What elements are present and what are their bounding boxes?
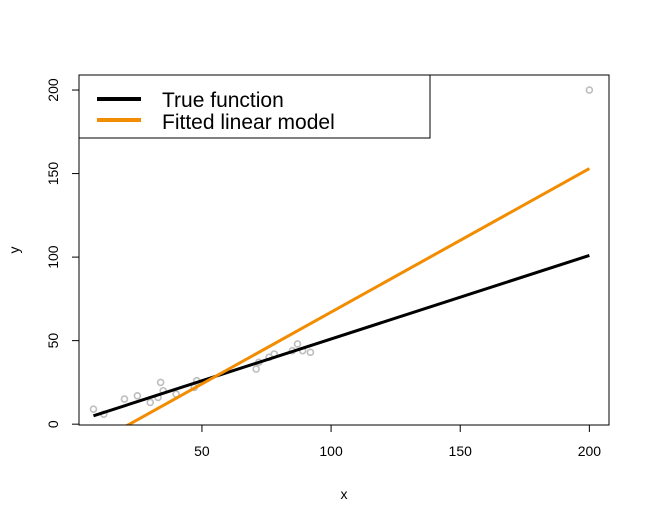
- data-point: [306, 348, 315, 357]
- fitted-model-line: [124, 167, 591, 425]
- x-tick-label: 100: [319, 443, 343, 459]
- y-tick-label: 50: [45, 333, 61, 349]
- data-point: [89, 405, 98, 413]
- legend-label-true-function: True function: [162, 89, 284, 112]
- true-function-line: [93, 254, 590, 418]
- legend: True function Fitted linear model: [78, 74, 431, 139]
- data-point: [293, 340, 302, 348]
- y-axis-label: y: [6, 247, 22, 254]
- x-tick-label: 50: [194, 443, 210, 459]
- data-point: [585, 86, 594, 94]
- x-axis-label: x: [341, 486, 348, 502]
- y-tick-label: 0: [45, 420, 61, 428]
- y-tick-label: 200: [45, 78, 61, 102]
- data-point: [156, 378, 165, 387]
- y-tick-label: 150: [45, 162, 61, 186]
- data-point: [252, 365, 260, 373]
- y-tick-label: 100: [45, 245, 61, 269]
- data-point: [146, 398, 155, 407]
- x-tick-label: 200: [578, 443, 602, 459]
- x-tick-label: 150: [449, 443, 473, 459]
- legend-box: [78, 74, 431, 139]
- x-axis: 50 100 150 200: [194, 424, 602, 459]
- y-axis: 0 50 100 150 200: [45, 78, 80, 428]
- plot-marks: [89, 86, 594, 425]
- data-point: [120, 395, 129, 403]
- legend-label-fitted-linear-model: Fitted linear model: [162, 111, 335, 134]
- data-point: [133, 391, 142, 400]
